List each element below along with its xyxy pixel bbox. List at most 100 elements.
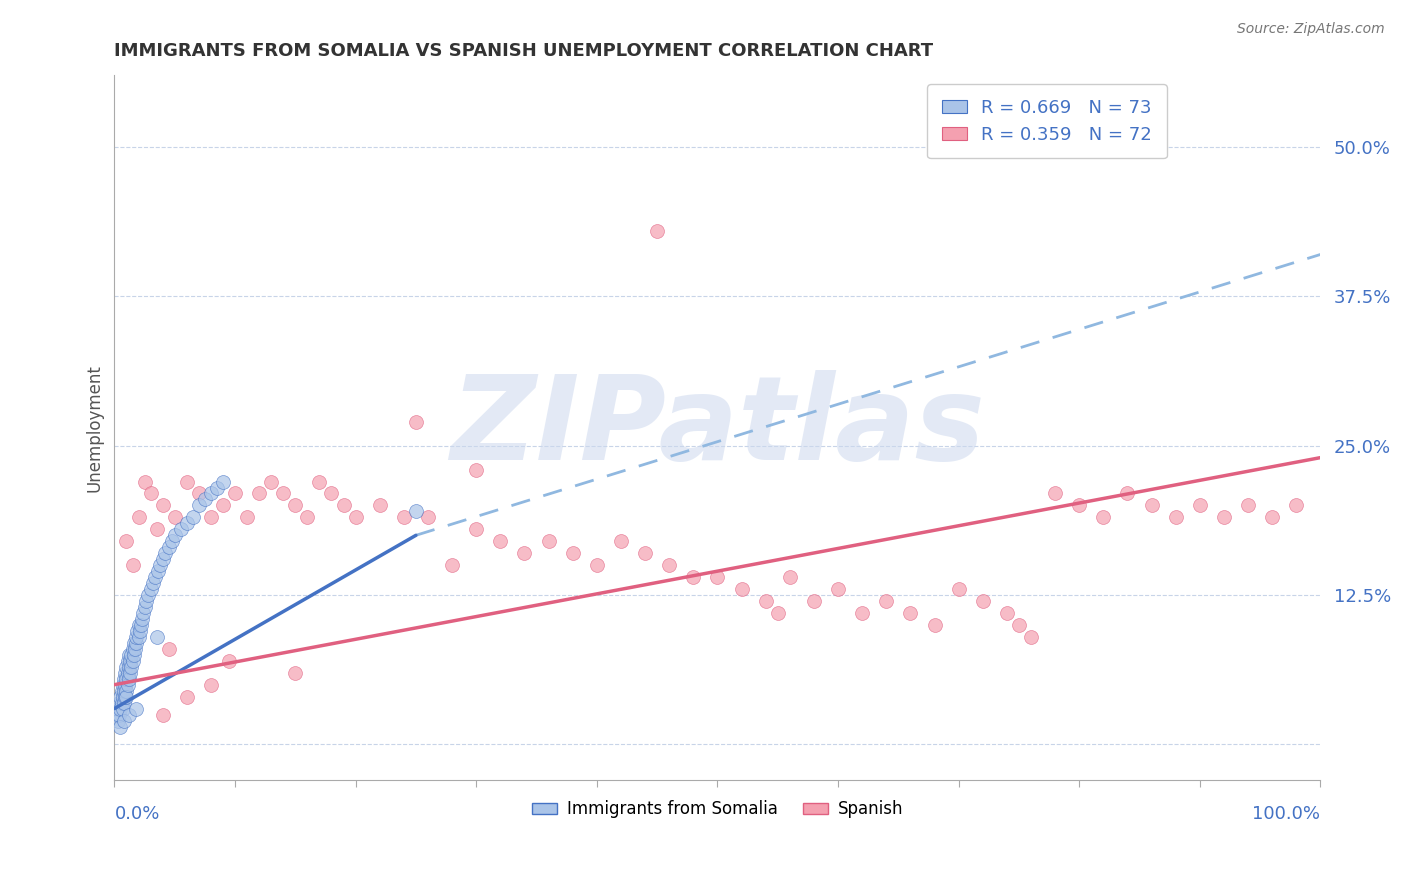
- Point: [405, 415, 427, 429]
- Point: [118, 707, 141, 722]
- Point: [1092, 510, 1115, 524]
- Point: [105, 707, 128, 722]
- Point: [120, 659, 142, 673]
- Point: [1140, 499, 1163, 513]
- Point: [344, 510, 367, 524]
- Point: [121, 558, 143, 573]
- Point: [284, 499, 307, 513]
- Point: [139, 582, 162, 596]
- Text: Source: ZipAtlas.com: Source: ZipAtlas.com: [1237, 22, 1385, 37]
- Point: [187, 499, 209, 513]
- Point: [134, 600, 156, 615]
- Point: [112, 683, 135, 698]
- Point: [1213, 510, 1236, 524]
- Point: [121, 654, 143, 668]
- Point: [924, 618, 946, 632]
- Point: [851, 606, 873, 620]
- Point: [146, 564, 169, 578]
- Point: [112, 696, 135, 710]
- Text: IMMIGRANTS FROM SOMALIA VS SPANISH UNEMPLOYMENT CORRELATION CHART: IMMIGRANTS FROM SOMALIA VS SPANISH UNEMP…: [114, 42, 934, 60]
- Point: [117, 665, 139, 680]
- Point: [766, 606, 789, 620]
- Point: [416, 510, 439, 524]
- Legend: Immigrants from Somalia, Spanish: Immigrants from Somalia, Spanish: [524, 794, 910, 825]
- Point: [111, 696, 134, 710]
- Point: [135, 594, 157, 608]
- Point: [115, 672, 138, 686]
- Point: [118, 659, 141, 673]
- Point: [114, 665, 136, 680]
- Point: [115, 534, 138, 549]
- Point: [489, 534, 512, 549]
- Point: [1043, 486, 1066, 500]
- Point: [111, 701, 134, 715]
- Point: [139, 486, 162, 500]
- Point: [537, 534, 560, 549]
- Point: [131, 612, 153, 626]
- Point: [157, 641, 180, 656]
- Point: [176, 516, 198, 531]
- Point: [236, 510, 259, 524]
- Point: [1069, 499, 1091, 513]
- Point: [117, 654, 139, 668]
- Point: [875, 594, 897, 608]
- Point: [108, 707, 131, 722]
- Point: [122, 636, 145, 650]
- Point: [118, 648, 141, 662]
- Point: [108, 696, 131, 710]
- Point: [111, 678, 134, 692]
- Point: [465, 522, 488, 536]
- Point: [561, 546, 583, 560]
- Point: [162, 534, 184, 549]
- Point: [706, 570, 728, 584]
- Point: [513, 546, 536, 560]
- Point: [149, 558, 172, 573]
- Point: [122, 648, 145, 662]
- Point: [112, 714, 135, 728]
- Point: [120, 648, 142, 662]
- Y-axis label: Unemployment: Unemployment: [86, 364, 103, 491]
- Point: [247, 486, 270, 500]
- Point: [170, 522, 193, 536]
- Point: [145, 570, 167, 584]
- Point: [114, 690, 136, 704]
- Point: [1188, 499, 1211, 513]
- Point: [1008, 618, 1031, 632]
- Point: [218, 654, 240, 668]
- Point: [827, 582, 849, 596]
- Point: [152, 707, 174, 722]
- Point: [124, 641, 146, 656]
- Point: [125, 701, 148, 715]
- Point: [610, 534, 633, 549]
- Point: [117, 678, 139, 692]
- Point: [128, 618, 150, 632]
- Point: [405, 504, 427, 518]
- Point: [392, 510, 415, 524]
- Point: [803, 594, 825, 608]
- Point: [200, 486, 222, 500]
- Text: 0.0%: 0.0%: [114, 805, 160, 823]
- Point: [110, 690, 132, 704]
- Point: [128, 510, 150, 524]
- Point: [114, 678, 136, 692]
- Point: [118, 672, 141, 686]
- Point: [634, 546, 657, 560]
- Point: [730, 582, 752, 596]
- Point: [212, 499, 235, 513]
- Point: [152, 499, 174, 513]
- Point: [111, 683, 134, 698]
- Point: [111, 690, 134, 704]
- Point: [142, 576, 165, 591]
- Point: [107, 714, 129, 728]
- Point: [127, 624, 149, 638]
- Point: [176, 475, 198, 489]
- Point: [972, 594, 994, 608]
- Point: [271, 486, 294, 500]
- Point: [145, 522, 167, 536]
- Text: 100.0%: 100.0%: [1253, 805, 1320, 823]
- Point: [115, 690, 138, 704]
- Point: [260, 475, 283, 489]
- Point: [107, 701, 129, 715]
- Point: [297, 510, 319, 524]
- Text: ZIPatlas: ZIPatlas: [450, 370, 984, 485]
